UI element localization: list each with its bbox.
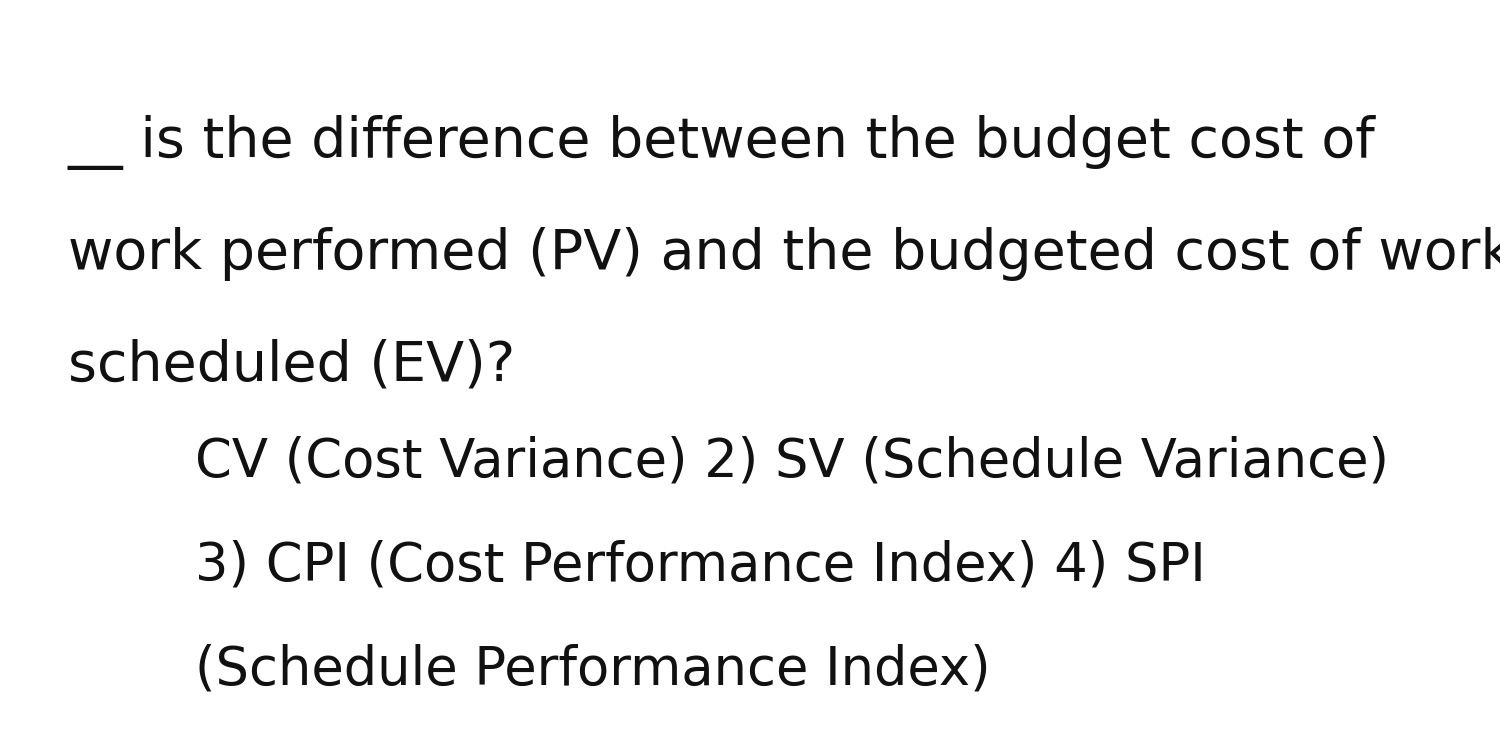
Text: (Schedule Performance Index): (Schedule Performance Index) <box>195 644 990 696</box>
Text: __ is the difference between the budget cost of: __ is the difference between the budget … <box>68 115 1376 170</box>
Text: CV (Cost Variance) 2) SV (Schedule Variance): CV (Cost Variance) 2) SV (Schedule Varia… <box>195 435 1389 487</box>
Text: scheduled (EV)?: scheduled (EV)? <box>68 339 514 393</box>
Text: work performed (PV) and the budgeted cost of work: work performed (PV) and the budgeted cos… <box>68 227 1500 281</box>
Text: 3) CPI (Cost Performance Index) 4) SPI: 3) CPI (Cost Performance Index) 4) SPI <box>195 539 1206 591</box>
